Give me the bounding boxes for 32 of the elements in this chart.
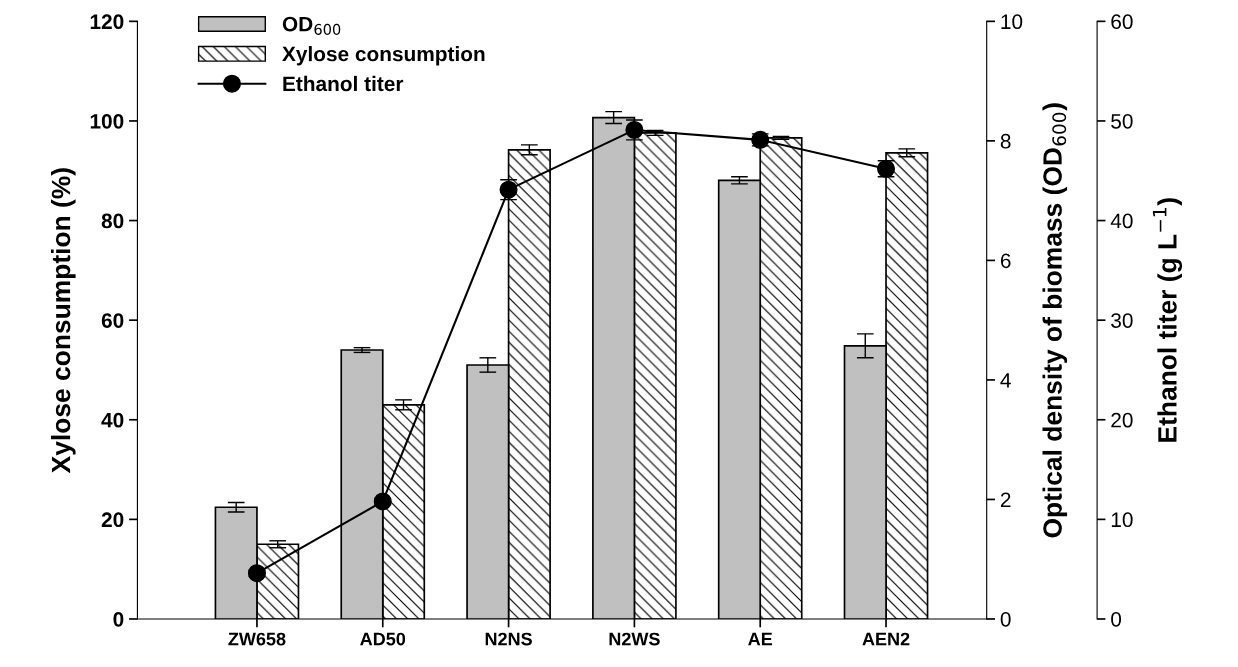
y2-tick-label: 2 (1000, 492, 1011, 507)
x-tick-label: AE (748, 632, 773, 646)
y2-tick-label: 0 (1000, 611, 1011, 627)
x-tick-label: N2WS (609, 632, 660, 646)
legend-label: OD$_{600}$ (282, 16, 341, 35)
y3-tick-label: 10 (1111, 512, 1133, 528)
y-tick-label: 40 (101, 412, 124, 428)
y2-tick-label: 10 (1001, 14, 1023, 30)
y-tick-label: 60 (101, 313, 124, 328)
y3-tick-label: 60 (1111, 14, 1133, 30)
y2-tick-label: 8 (1000, 133, 1011, 149)
y2-tick-label: 4 (1000, 373, 1011, 388)
y-tick-label: 0 (113, 611, 124, 627)
y-axis-title: Xylose consumption (%) (50, 168, 76, 474)
x-tick-label: AD50 (360, 632, 406, 646)
x-tick-label: ZW658 (228, 632, 286, 646)
legend-label: Ethanol titer (283, 75, 404, 92)
y3-tick-label: 40 (1110, 213, 1133, 229)
y3-tick-label: 0 (1111, 611, 1122, 627)
y2-axis-title: Optical density of biomass (OD$_{600}$) (1042, 103, 1068, 538)
y-tick-label: 120 (90, 14, 124, 30)
y3-tick-label: 20 (1111, 412, 1133, 428)
x-tick-label: N2NS (485, 632, 532, 646)
y3-axis-title: Ethanol titer (g L$^{−1}$) (1152, 198, 1183, 442)
y3-tick-label: 30 (1111, 313, 1133, 328)
legend-label: Xylose consumption (282, 46, 485, 66)
y-tick-label: 20 (101, 512, 124, 528)
y-tick-label: 100 (90, 113, 124, 129)
y3-tick-label: 50 (1111, 113, 1133, 129)
y-tick-label: 80 (101, 213, 124, 229)
x-tick-label: AEN2 (862, 632, 910, 646)
y2-tick-label: 6 (1000, 253, 1011, 269)
